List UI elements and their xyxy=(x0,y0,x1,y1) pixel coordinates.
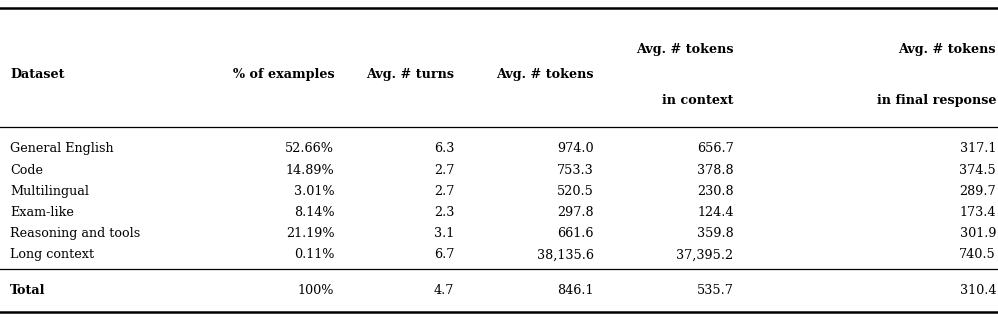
Text: General English: General English xyxy=(10,142,114,156)
Text: 173.4: 173.4 xyxy=(959,206,996,219)
Text: Multilingual: Multilingual xyxy=(10,185,89,198)
Text: 3.01%: 3.01% xyxy=(293,185,334,198)
Text: 38,135.6: 38,135.6 xyxy=(537,248,594,261)
Text: 3.1: 3.1 xyxy=(434,227,454,240)
Text: 661.6: 661.6 xyxy=(557,227,594,240)
Text: % of examples: % of examples xyxy=(233,68,334,81)
Text: 4.7: 4.7 xyxy=(434,284,454,296)
Text: 974.0: 974.0 xyxy=(557,142,594,156)
Text: 846.1: 846.1 xyxy=(557,284,594,296)
Text: 359.8: 359.8 xyxy=(697,227,734,240)
Text: 297.8: 297.8 xyxy=(557,206,594,219)
Text: in context: in context xyxy=(662,94,734,107)
Text: 100%: 100% xyxy=(297,284,334,296)
Text: 289.7: 289.7 xyxy=(959,185,996,198)
Text: 520.5: 520.5 xyxy=(557,185,594,198)
Text: Avg. # tokens: Avg. # tokens xyxy=(636,43,734,56)
Text: 740.5: 740.5 xyxy=(959,248,996,261)
Text: Avg. # tokens: Avg. # tokens xyxy=(496,68,594,81)
Text: Exam-like: Exam-like xyxy=(10,206,74,219)
Text: 6.7: 6.7 xyxy=(434,248,454,261)
Text: 37,395.2: 37,395.2 xyxy=(677,248,734,261)
Text: 2.7: 2.7 xyxy=(434,185,454,198)
Text: Avg. # turns: Avg. # turns xyxy=(366,68,454,81)
Text: 656.7: 656.7 xyxy=(697,142,734,156)
Text: 14.89%: 14.89% xyxy=(285,164,334,176)
Text: 317.1: 317.1 xyxy=(960,142,996,156)
Text: 378.8: 378.8 xyxy=(697,164,734,176)
Text: 124.4: 124.4 xyxy=(697,206,734,219)
Text: 8.14%: 8.14% xyxy=(293,206,334,219)
Text: 0.11%: 0.11% xyxy=(293,248,334,261)
Text: 753.3: 753.3 xyxy=(557,164,594,176)
Text: 301.9: 301.9 xyxy=(959,227,996,240)
Text: 2.7: 2.7 xyxy=(434,164,454,176)
Text: 535.7: 535.7 xyxy=(697,284,734,296)
Text: Code: Code xyxy=(10,164,43,176)
Text: Long context: Long context xyxy=(10,248,94,261)
Text: Total: Total xyxy=(10,284,46,296)
Text: Avg. # tokens: Avg. # tokens xyxy=(898,43,996,56)
Text: 2.3: 2.3 xyxy=(434,206,454,219)
Text: 6.3: 6.3 xyxy=(434,142,454,156)
Text: 310.4: 310.4 xyxy=(959,284,996,296)
Text: 21.19%: 21.19% xyxy=(285,227,334,240)
Text: 374.5: 374.5 xyxy=(959,164,996,176)
Text: 52.66%: 52.66% xyxy=(285,142,334,156)
Text: 230.8: 230.8 xyxy=(697,185,734,198)
Text: Reasoning and tools: Reasoning and tools xyxy=(10,227,141,240)
Text: Dataset: Dataset xyxy=(10,68,65,81)
Text: in final response: in final response xyxy=(876,94,996,107)
